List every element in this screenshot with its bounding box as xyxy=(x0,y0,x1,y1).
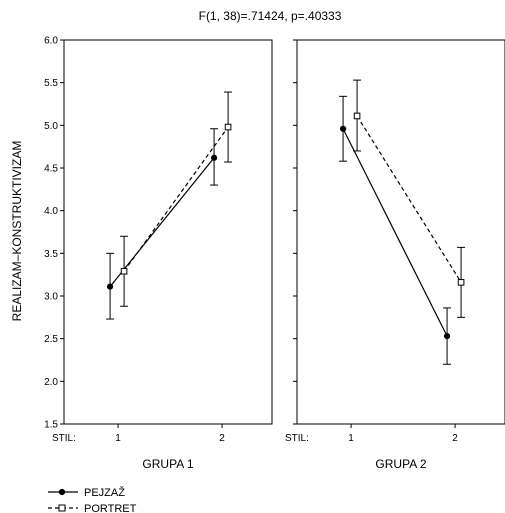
x-tick-label: 1 xyxy=(348,433,354,444)
series-line xyxy=(109,157,215,287)
x-axis-label: STIL: xyxy=(285,433,309,444)
panel-label: GRUPA 1 xyxy=(142,457,193,471)
panel-label: GRUPA 2 xyxy=(375,457,426,471)
chart-title: F(1, 38)=.71424, p=.40333 xyxy=(199,9,342,23)
plot-frame xyxy=(63,39,273,425)
data-point xyxy=(339,125,347,132)
y-tick-label: 4.5 xyxy=(44,164,58,175)
x-tick-label: 2 xyxy=(219,433,225,444)
y-tick-label: 1.5 xyxy=(44,420,58,431)
legend-label: PEJZAŽ xyxy=(84,486,125,499)
legend-item: PORTRET xyxy=(48,503,137,513)
series-1 xyxy=(339,95,452,365)
x-tick-label: 2 xyxy=(452,433,458,444)
legend-marker xyxy=(58,504,66,512)
y-tick-label: 6.0 xyxy=(44,36,58,47)
series-2 xyxy=(120,91,233,307)
panel-1: 1.5 2.0 2.5 3.0 3.5 4.0 4.5 5.0 5.5 6.0 STIL: 1 2 GRU… xyxy=(44,36,273,471)
data-point xyxy=(120,267,128,275)
legend-marker xyxy=(58,488,66,496)
legend: PEJZAŽ PORTRET xyxy=(48,486,137,513)
y-tick-label: 5.5 xyxy=(44,78,58,89)
x-axis-label: STIL: xyxy=(52,433,76,444)
series-2 xyxy=(353,79,466,318)
panels: 1.5 2.0 2.5 3.0 3.5 4.0 4.5 5.0 5.5 6.0 STIL: 1 2 GRU… xyxy=(44,36,505,471)
series-line xyxy=(123,126,229,272)
data-point xyxy=(443,333,451,340)
x-tick-label: 1 xyxy=(115,433,121,444)
legend-item: PEJZAŽ xyxy=(48,486,125,499)
panel-2: STIL: 1 2 GRUPA 2 xyxy=(285,39,505,471)
y-tick-label: 2.5 xyxy=(44,334,58,345)
series-line xyxy=(356,115,462,283)
plot-frame xyxy=(296,39,505,425)
data-point xyxy=(210,154,218,161)
y-axis-label: REALIZAM–KONSTRUKTIVIZAM xyxy=(10,141,24,322)
y-tick-label: 2.0 xyxy=(44,377,58,388)
data-point xyxy=(106,283,114,290)
data-point xyxy=(457,279,465,286)
y-tick-label: 5.0 xyxy=(44,121,58,132)
series-line xyxy=(342,128,448,337)
data-point xyxy=(224,123,232,131)
data-point xyxy=(353,112,361,120)
y-tick-label: 3.5 xyxy=(44,249,58,260)
series-1 xyxy=(106,128,219,320)
y-tick-label: 4.0 xyxy=(44,206,58,217)
legend-label: PORTRET xyxy=(84,503,137,513)
y-tick-label: 3.0 xyxy=(44,292,58,303)
